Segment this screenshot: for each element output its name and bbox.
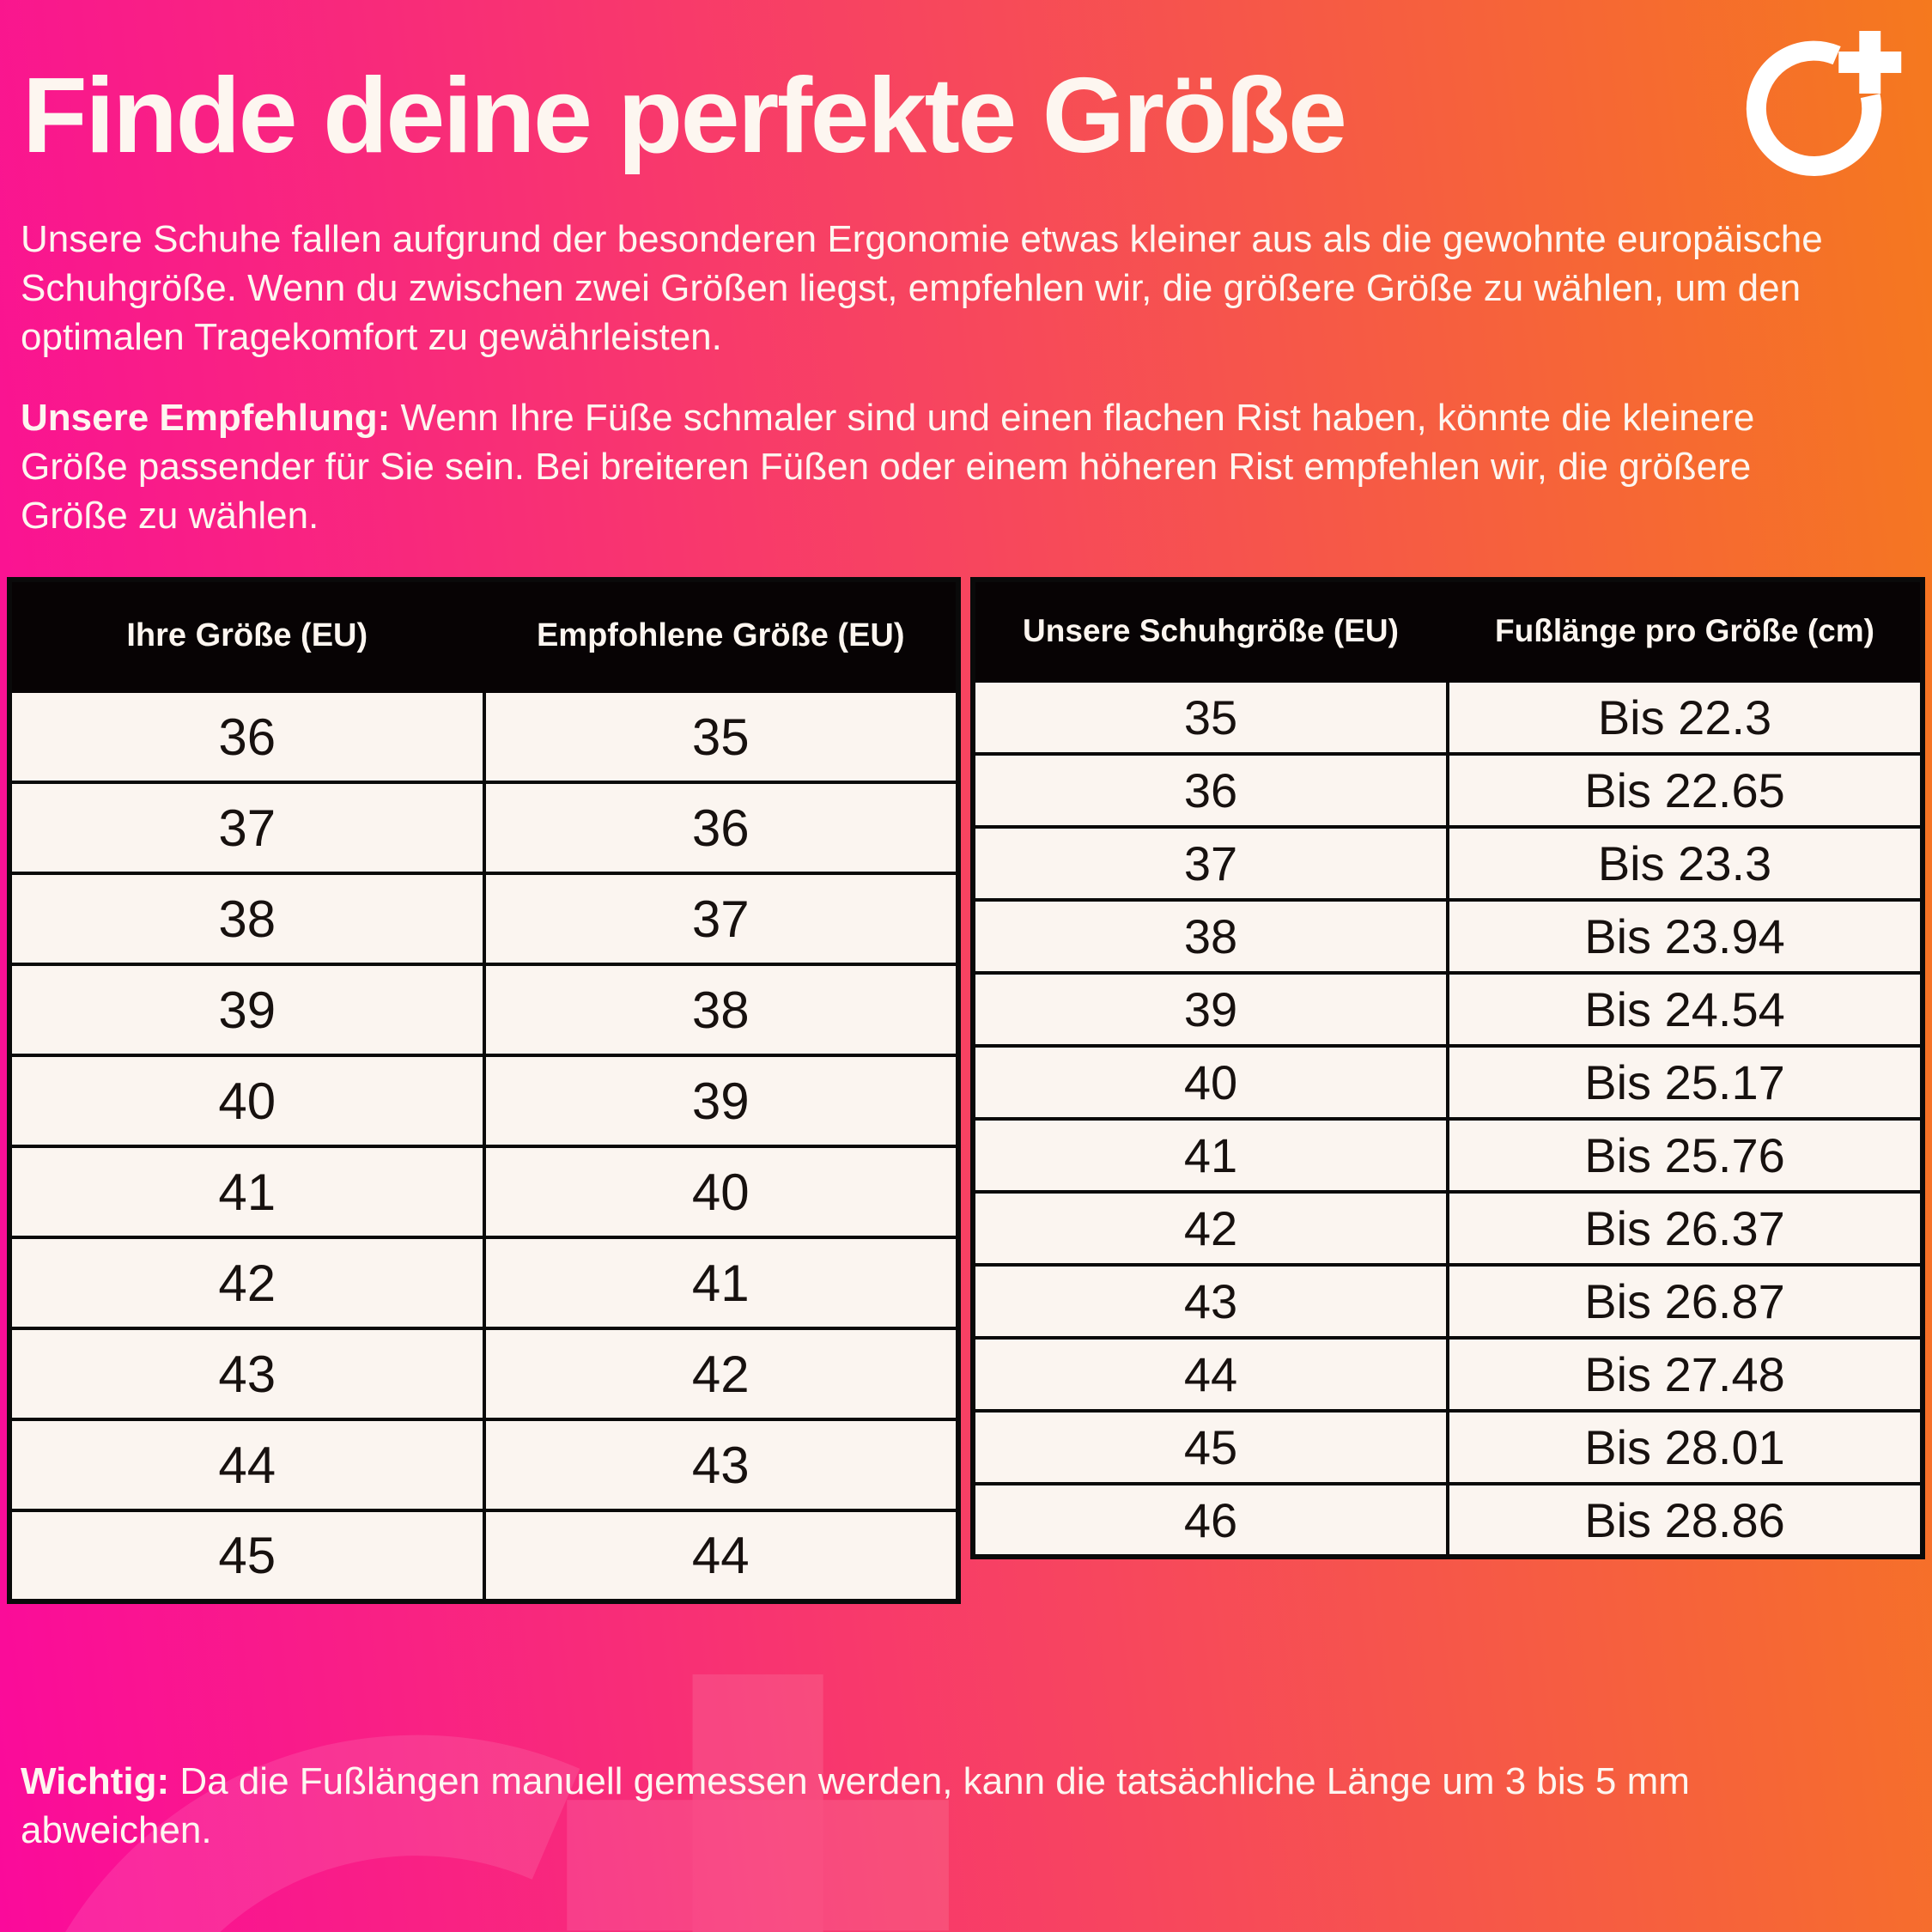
table-row: 40 39: [8, 1054, 960, 1148]
table-row: 45 Bis 28.01: [971, 1409, 1924, 1485]
table-cell: 40: [8, 1054, 486, 1148]
table-row: 41 40: [8, 1145, 960, 1239]
size-recommendation-table: Ihre Größe (EU) Empfohlene Größe (EU) 36 3…: [7, 577, 961, 1604]
recommendation-label: Unsere Empfehlung:: [21, 397, 391, 439]
column-header: Empfohlene Größe (EU): [482, 578, 960, 693]
recommendation-text: Wenn Ihre Füße schmaler sind und einen f…: [21, 397, 1755, 538]
table-row: 43 Bis 26.87: [971, 1263, 1924, 1340]
foot-length-table: Unsere Schuhgröße (EU) Fußlänge pro Größe…: [970, 577, 1925, 1559]
table-cell: 35: [971, 679, 1449, 756]
table-cell: 41: [971, 1117, 1449, 1194]
column-header: Unsere Schuhgröße (EU): [971, 578, 1449, 683]
table-cell: 43: [8, 1327, 486, 1421]
table-cell: 38: [8, 872, 486, 966]
table-row: 38 37: [8, 872, 960, 966]
table-cell: 42: [8, 1236, 486, 1330]
size-tables-section: Ihre Größe (EU) Empfohlene Größe (EU) 36 3…: [7, 577, 1925, 1604]
table-cell: 44: [8, 1418, 486, 1512]
table-header-row: Ihre Größe (EU) Empfohlene Größe (EU): [8, 578, 960, 693]
table-cell: Bis 23.3: [1446, 825, 1924, 902]
table-cell: 44: [482, 1509, 960, 1603]
table-row: 40 Bis 25.17: [971, 1044, 1924, 1121]
circle-plus-logo-icon: [1746, 31, 1902, 177]
table-cell: 38: [971, 898, 1449, 975]
column-header: Ihre Größe (EU): [8, 578, 486, 693]
recommendation-paragraph: Unsere Empfehlung: Wenn Ihre Füße schmal…: [21, 393, 1858, 541]
table-row: 37 Bis 23.3: [971, 825, 1924, 902]
table-cell: Bis 24.54: [1446, 971, 1924, 1048]
table-cell: 36: [971, 752, 1449, 829]
table-header-row: Unsere Schuhgröße (EU) Fußlänge pro Größe…: [971, 578, 1924, 683]
table-row: 35 Bis 22.3: [971, 679, 1924, 756]
table-cell: Bis 28.01: [1446, 1409, 1924, 1485]
table-cell: 37: [8, 781, 486, 875]
table-cell: 43: [482, 1418, 960, 1512]
table-cell: 35: [482, 690, 960, 784]
table-cell: 46: [971, 1482, 1449, 1558]
table-cell: Bis 28.86: [1446, 1482, 1924, 1558]
table-row: 42 Bis 26.37: [971, 1190, 1924, 1267]
table-row: 42 41: [8, 1236, 960, 1330]
table-cell: 42: [482, 1327, 960, 1421]
table-cell: Bis 26.87: [1446, 1263, 1924, 1340]
table-row: 36 Bis 22.65: [971, 752, 1924, 829]
table-row: 45 44: [8, 1509, 960, 1603]
table-row: 36 35: [8, 690, 960, 784]
table-cell: 43: [971, 1263, 1449, 1340]
table-cell: 45: [971, 1409, 1449, 1485]
table-cell: 39: [8, 963, 486, 1057]
table-cell: Bis 26.37: [1446, 1190, 1924, 1267]
table-row: 41 Bis 25.76: [971, 1117, 1924, 1194]
table-cell: Bis 25.76: [1446, 1117, 1924, 1194]
table-cell: Bis 22.65: [1446, 752, 1924, 829]
table-row: 38 Bis 23.94: [971, 898, 1924, 975]
table-row: 44 43: [8, 1418, 960, 1512]
note-label: Wichtig:: [21, 1760, 170, 1802]
table-cell: 40: [971, 1044, 1449, 1121]
table-row: 37 36: [8, 781, 960, 875]
table-cell: 36: [482, 781, 960, 875]
table-row: 43 42: [8, 1327, 960, 1421]
table-cell: 39: [482, 1054, 960, 1148]
intro-paragraph: Unsere Schuhe fallen aufgrund der besond…: [21, 218, 1823, 359]
table-cell: 36: [8, 690, 486, 784]
note-paragraph: Wichtig: Da die Fußlängen manuell gemess…: [21, 1757, 1858, 1855]
table-cell: 44: [971, 1336, 1449, 1413]
table-cell: 40: [482, 1145, 960, 1239]
table-row: 39 38: [8, 963, 960, 1057]
table-cell: 41: [8, 1145, 486, 1239]
table-cell: 45: [8, 1509, 486, 1603]
table-cell: 37: [971, 825, 1449, 902]
table-row: 39 Bis 24.54: [971, 971, 1924, 1048]
table-row: 44 Bis 27.48: [971, 1336, 1924, 1413]
page-title: Finde deine perfekte Größe: [22, 57, 1347, 175]
table-cell: 39: [971, 971, 1449, 1048]
table-cell: Bis 22.3: [1446, 679, 1924, 756]
table-cell: 37: [482, 872, 960, 966]
column-header: Fußlänge pro Größe (cm): [1446, 578, 1924, 683]
table-cell: Bis 25.17: [1446, 1044, 1924, 1121]
table-row: 46 Bis 28.86: [971, 1482, 1924, 1558]
table-cell: Bis 27.48: [1446, 1336, 1924, 1413]
note-text: Da die Fußlängen manuell gemessen werden…: [21, 1760, 1690, 1852]
table-cell: 38: [482, 963, 960, 1057]
table-cell: 42: [971, 1190, 1449, 1267]
table-cell: Bis 23.94: [1446, 898, 1924, 975]
table-cell: 41: [482, 1236, 960, 1330]
